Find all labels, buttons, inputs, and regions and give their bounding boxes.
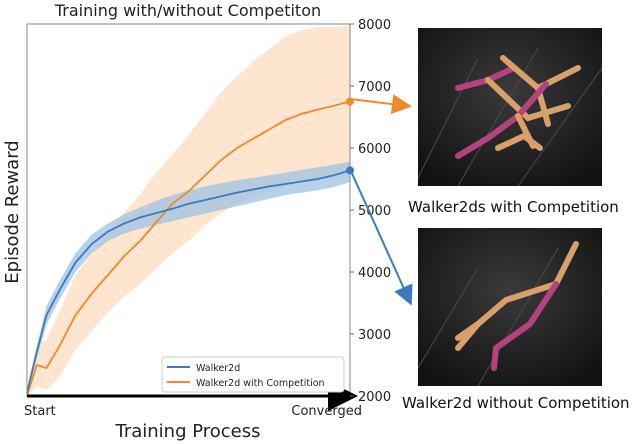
blue-arrow [349,168,413,306]
x-tick-label-converged: Converged [291,404,362,419]
y-tick-label: 4000 [358,266,391,281]
y-axis-label: Episode Reward [2,140,23,283]
y-tick-label: 7000 [358,80,391,95]
legend-box [161,356,345,393]
band-walker2d [27,161,350,396]
caption-with-competition: Walker2ds with Competition [408,198,619,216]
legend-label-walker2d: Walker2d [196,363,240,374]
caption-without-competition: Walker2d without Competition [402,394,630,412]
legend-label-competition: Walker2d with Competition [196,378,325,389]
y-tick-label: 2000 [358,390,391,405]
y-tick-label: 8000 [358,18,391,33]
y-tick-label: 5000 [358,204,391,219]
plot-area [26,25,351,397]
chart-title: Training with/without Competiton [54,1,321,20]
line-walker2d [26,169,351,394]
render-panel-without-competition [418,228,602,386]
walkers-with-competition-illustration [418,28,602,186]
orange-arrow [349,94,412,115]
confidence-bands [27,25,350,396]
render-panel-with-competition [418,28,602,186]
y-tick-label: 3000 [358,328,391,343]
x-tick-label-start: Start [24,404,56,419]
legend: Walker2d Walker2d with Competition [161,356,345,393]
y-ticks: 2000 3000 4000 5000 6000 7000 8000 [350,18,391,405]
y-tick-label: 6000 [358,142,391,157]
series-lines [26,100,351,397]
walker-without-competition-illustration [418,228,602,386]
line-competition [26,100,351,397]
x-axis-label: Training Process [114,421,260,442]
